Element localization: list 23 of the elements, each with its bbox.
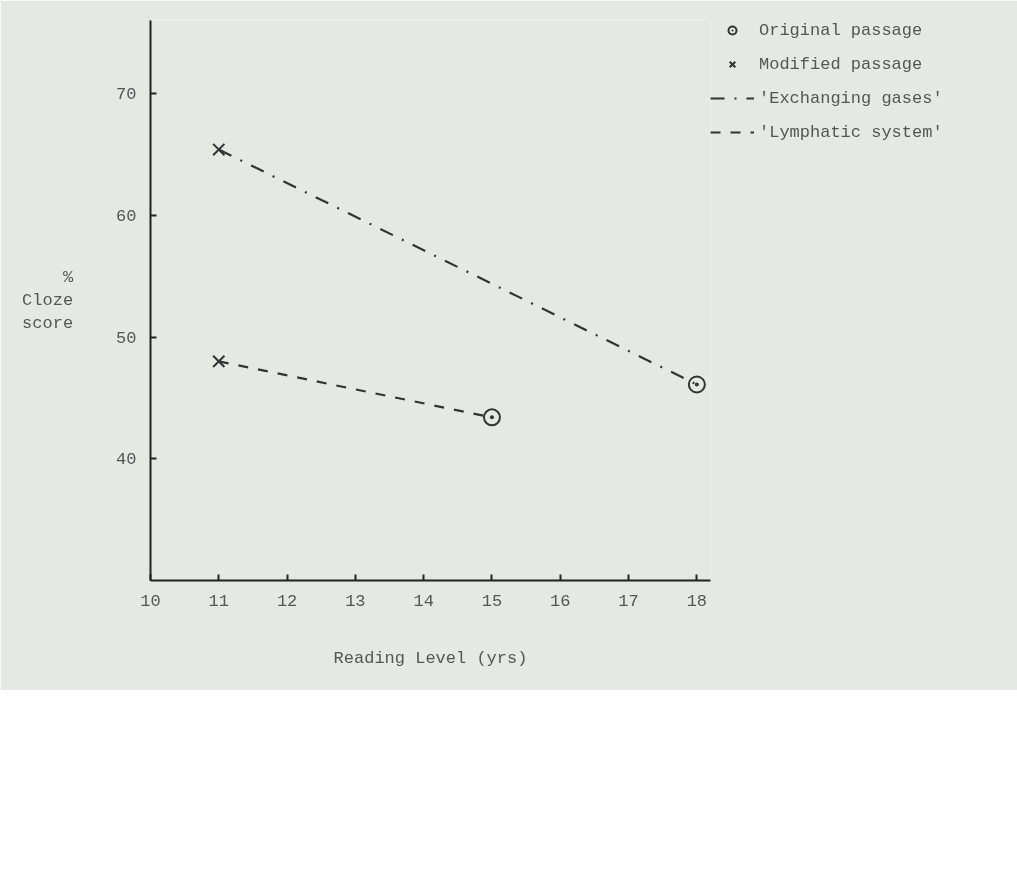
x-tick-label: 12 <box>276 591 298 611</box>
x-tick-label: 10 <box>140 591 161 611</box>
x-tick-label: 13 <box>345 591 366 611</box>
x-tick-label: 15 <box>481 591 503 611</box>
x-tick-label: 16 <box>550 591 571 611</box>
point <box>687 375 706 394</box>
point <box>482 408 501 427</box>
point <box>212 142 226 157</box>
legend-label: 'Lymphatic system' <box>759 122 943 142</box>
legend-label: Original passage <box>759 20 923 40</box>
x-axis-title: Reading Level (yrs) <box>333 648 528 668</box>
y-tick-label: 60 <box>116 206 137 226</box>
y-tick-label: 70 <box>116 85 137 105</box>
x-tick-label: 14 <box>413 591 434 611</box>
y-tick-label: 50 <box>116 328 137 348</box>
x-tick-label: 18 <box>686 591 708 611</box>
legend-label: Modified passage <box>759 54 923 74</box>
legend-label: 'Exchanging gases' <box>759 88 943 108</box>
point <box>212 354 226 369</box>
y-axis-title: % Cloze score <box>22 268 74 333</box>
x-tick-label: 11 <box>208 591 229 611</box>
y-tick-label: 40 <box>116 450 137 470</box>
x-tick-label: 17 <box>618 591 639 611</box>
